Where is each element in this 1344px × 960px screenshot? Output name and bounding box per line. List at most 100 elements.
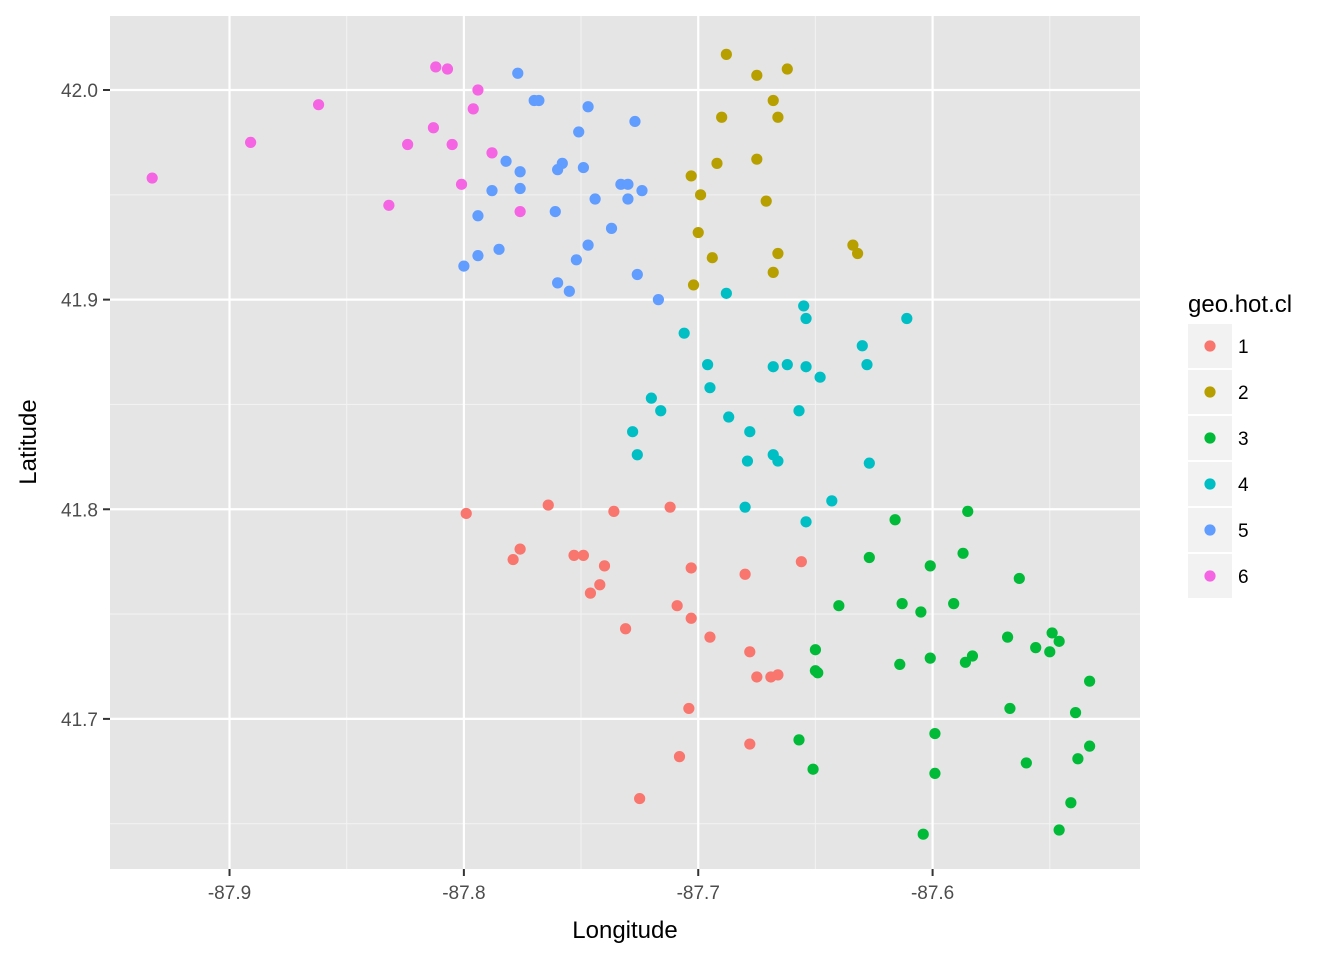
data-point-cluster-3 — [1001, 631, 1014, 643]
data-point-cluster-5 — [552, 277, 564, 289]
data-point-cluster-3 — [1013, 572, 1025, 585]
data-point-cluster-4 — [861, 359, 873, 371]
data-point-cluster-2 — [685, 170, 697, 182]
data-point-cluster-3 — [1069, 707, 1082, 719]
data-point-cluster-1 — [584, 587, 597, 599]
data-point-cluster-5 — [552, 164, 564, 176]
data-point-cluster-4 — [798, 300, 810, 312]
data-point-cluster-6 — [514, 205, 526, 218]
legend-label-2: 2 — [1238, 383, 1249, 404]
data-point-cluster-5 — [458, 260, 470, 272]
data-point-cluster-5 — [622, 178, 634, 190]
y-tick-label: 41.9 — [61, 291, 98, 312]
data-point-cluster-4 — [720, 287, 732, 299]
data-point-cluster-2 — [760, 195, 772, 207]
data-point-cluster-3 — [1046, 627, 1058, 639]
data-point-cluster-2 — [692, 226, 704, 239]
data-point-cluster-5 — [563, 285, 575, 297]
data-point-cluster-1 — [594, 579, 606, 591]
data-point-cluster-4 — [800, 361, 812, 373]
data-point-cluster-6 — [427, 122, 440, 134]
legend-label-3: 3 — [1238, 429, 1249, 450]
data-point-cluster-4 — [678, 327, 690, 339]
x-tick-label: -87.6 — [911, 883, 954, 904]
data-point-cluster-1 — [751, 671, 763, 683]
data-point-cluster-3 — [957, 547, 969, 559]
data-point-cluster-6 — [467, 103, 479, 115]
data-point-cluster-3 — [959, 656, 972, 668]
data-point-cluster-2 — [716, 111, 728, 123]
data-point-cluster-1 — [744, 646, 756, 658]
data-point-cluster-5 — [570, 254, 582, 266]
data-point-cluster-6 — [383, 199, 395, 211]
data-point-cluster-2 — [781, 63, 793, 75]
data-point-cluster-4 — [800, 312, 812, 325]
data-point-cluster-3 — [809, 644, 822, 656]
data-point-cluster-5 — [636, 185, 648, 197]
legend-label-5: 5 — [1238, 521, 1249, 542]
data-point-cluster-2 — [851, 247, 864, 260]
data-point-cluster-5 — [512, 67, 524, 79]
plot-panel — [110, 16, 1140, 869]
data-point-cluster-1 — [772, 669, 784, 681]
data-point-cluster-5 — [631, 268, 643, 281]
data-point-cluster-3 — [833, 600, 845, 612]
data-point-cluster-3 — [1004, 702, 1016, 715]
data-point-cluster-1 — [460, 507, 472, 520]
data-point-cluster-6 — [486, 147, 498, 159]
data-point-cluster-4 — [901, 312, 913, 325]
data-point-cluster-1 — [664, 501, 676, 513]
data-point-cluster-6 — [312, 99, 325, 111]
legend-swatch-5 — [1204, 524, 1216, 536]
data-point-cluster-2 — [751, 153, 763, 165]
data-point-cluster-1 — [619, 623, 632, 635]
data-point-cluster-1 — [704, 631, 716, 643]
data-point-cluster-3 — [929, 767, 941, 780]
data-point-cluster-3 — [929, 727, 941, 740]
x-tick-label: -87.8 — [442, 883, 485, 904]
data-point-cluster-2 — [694, 189, 707, 201]
y-axis-ticks: 41.7 41.8 41.9 42.0 — [61, 81, 110, 731]
y-tick-label: 42.0 — [61, 81, 98, 102]
data-point-cluster-1 — [744, 738, 756, 750]
data-point-cluster-3 — [807, 763, 819, 775]
legend-swatch-6 — [1204, 570, 1216, 582]
data-point-cluster-3 — [1072, 753, 1084, 765]
minor-gridlines — [110, 16, 1140, 869]
data-point-cluster-4 — [741, 455, 754, 467]
legend-label-1: 1 — [1238, 337, 1249, 358]
data-point-cluster-6 — [472, 84, 484, 96]
data-point-cluster-6 — [146, 172, 158, 184]
data-point-cluster-5 — [472, 250, 484, 262]
data-point-cluster-3 — [917, 828, 929, 840]
data-point-cluster-1 — [795, 556, 807, 568]
legend-swatch-4 — [1204, 478, 1216, 490]
data-point-cluster-3 — [894, 658, 906, 670]
data-point-cluster-6 — [430, 61, 442, 73]
data-point-cluster-4 — [826, 495, 838, 507]
data-point-cluster-1 — [577, 549, 590, 561]
data-point-cluster-6 — [245, 136, 257, 149]
data-point-cluster-2 — [772, 111, 784, 123]
data-point-cluster-4 — [767, 361, 779, 373]
x-axis-ticks: -87.9 -87.8 -87.7 -87.6 — [208, 869, 954, 904]
data-point-cluster-5 — [472, 210, 484, 222]
data-point-cluster-3 — [812, 667, 824, 679]
data-point-cluster-2 — [720, 48, 732, 60]
data-point-cluster-1 — [671, 600, 683, 612]
data-point-cluster-2 — [687, 279, 700, 291]
data-point-cluster-5 — [549, 205, 561, 218]
data-point-cluster-5 — [514, 182, 526, 195]
data-point-cluster-5 — [533, 94, 545, 107]
legend-label-6: 6 — [1238, 567, 1249, 588]
data-point-cluster-3 — [1020, 757, 1032, 769]
data-point-cluster-1 — [507, 553, 519, 566]
data-point-cluster-2 — [767, 94, 779, 107]
data-point-cluster-3 — [896, 598, 908, 610]
data-point-cluster-5 — [500, 155, 512, 167]
data-point-cluster-3 — [889, 514, 901, 526]
y-tick-label: 41.7 — [61, 710, 98, 731]
data-point-cluster-1 — [568, 549, 580, 561]
data-point-cluster-5 — [589, 193, 601, 205]
